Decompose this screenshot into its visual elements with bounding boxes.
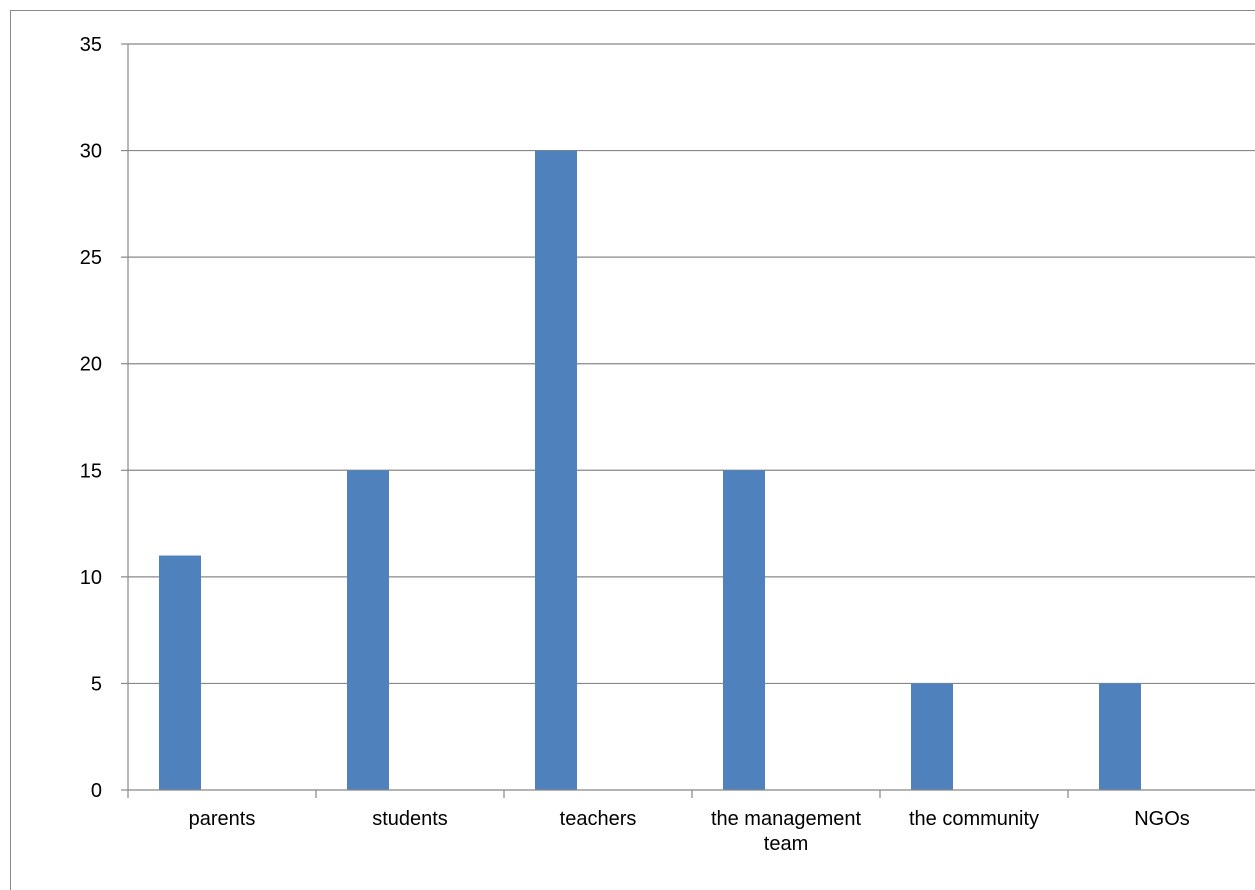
x-tick-label: teachers bbox=[560, 808, 637, 830]
x-tick-label-line: teachers bbox=[560, 808, 637, 830]
x-tick-label-line: the community bbox=[909, 808, 1039, 830]
bar bbox=[911, 683, 953, 790]
y-tick-label: 25 bbox=[80, 247, 102, 269]
bar bbox=[159, 555, 201, 790]
y-tick-label: 35 bbox=[80, 34, 102, 56]
x-tick-label-line: team bbox=[764, 833, 808, 855]
chart-frame bbox=[10, 10, 1255, 890]
bar bbox=[1099, 683, 1141, 790]
bar bbox=[535, 150, 577, 791]
y-tick-label: 20 bbox=[80, 354, 102, 376]
axes bbox=[127, 44, 1255, 791]
x-axis-labels: parents students teachers the management tea… bbox=[127, 790, 1190, 855]
gridlines bbox=[128, 43, 1255, 685]
x-tick-label: the community bbox=[909, 808, 1039, 830]
x-tick-label: parents bbox=[189, 808, 256, 830]
y-tick-label: 10 bbox=[80, 567, 102, 589]
y-tick-label: 30 bbox=[80, 141, 102, 163]
bars bbox=[159, 150, 1141, 791]
x-tick-label-line: NGOs bbox=[1134, 808, 1190, 830]
bar bbox=[347, 470, 389, 790]
y-tick-label: 15 bbox=[80, 460, 102, 482]
x-tick-label: the management team bbox=[711, 808, 862, 855]
x-tick-label-line: students bbox=[372, 808, 448, 830]
x-tick-label: students bbox=[372, 808, 448, 830]
bar bbox=[723, 470, 765, 790]
x-tick-label-line: parents bbox=[189, 808, 256, 830]
x-tick-label-line: the management bbox=[711, 808, 862, 830]
y-tick-label: 0 bbox=[91, 780, 102, 802]
y-axis-ticks: 0 5 10 15 20 25 30 35 bbox=[80, 34, 128, 802]
x-tick-label: NGOs bbox=[1134, 808, 1190, 830]
y-tick-label: 5 bbox=[91, 673, 102, 695]
